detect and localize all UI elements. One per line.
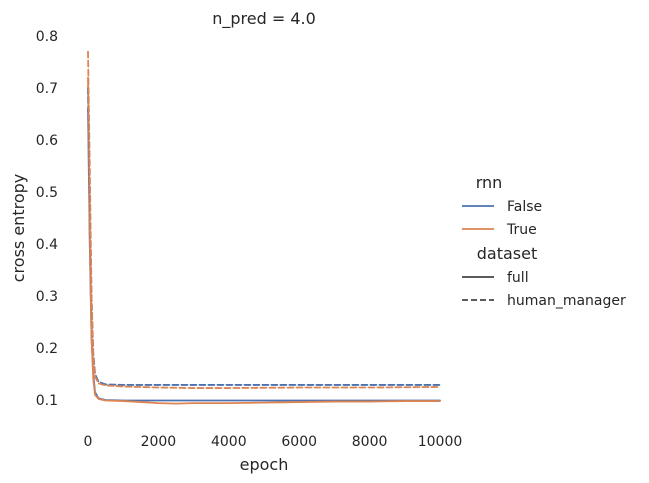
series-line-rnn-true-full bbox=[87, 76, 441, 405]
series-line-rnn-false-human-manager bbox=[87, 87, 441, 386]
x-tick-label: 6000 bbox=[281, 434, 317, 450]
x-tick-label: 4000 bbox=[211, 434, 247, 450]
x-axis-ticks: 0 2000 4000 6000 8000 10000 bbox=[84, 434, 463, 450]
x-tick-label: 10000 bbox=[418, 434, 463, 450]
series-line-rnn-true-human-manager bbox=[87, 50, 441, 389]
y-axis-ticks: 0.1 0.2 0.3 0.4 0.5 0.6 0.7 0.8 bbox=[36, 29, 58, 409]
legend-label-full: full bbox=[507, 270, 529, 286]
y-tick-label: 0.6 bbox=[36, 133, 58, 149]
legend-title-dataset: dataset bbox=[477, 244, 538, 263]
y-tick-label: 0.3 bbox=[36, 289, 58, 305]
legend-label-false: False bbox=[507, 199, 542, 215]
x-tick-label: 2000 bbox=[141, 434, 177, 450]
legend-label-true: True bbox=[506, 222, 537, 238]
y-axis-label: cross entropy bbox=[9, 174, 28, 282]
y-tick-label: 0.7 bbox=[36, 81, 58, 97]
plot-lines bbox=[87, 50, 441, 405]
chart-title: n_pred = 4.0 bbox=[212, 9, 316, 29]
legend-label-human-manager: human_manager bbox=[507, 293, 626, 309]
x-tick-label: 8000 bbox=[352, 434, 388, 450]
y-tick-label: 0.5 bbox=[36, 185, 58, 201]
y-tick-label: 0.1 bbox=[36, 393, 58, 409]
y-tick-label: 0.4 bbox=[36, 237, 58, 253]
y-tick-label: 0.2 bbox=[36, 341, 58, 357]
legend-title-rnn: rnn bbox=[476, 173, 503, 192]
y-tick-label: 0.8 bbox=[36, 29, 58, 45]
x-axis-label: epoch bbox=[240, 455, 289, 474]
series-line-rnn-false-full bbox=[87, 107, 441, 402]
x-tick-label: 0 bbox=[84, 434, 93, 450]
